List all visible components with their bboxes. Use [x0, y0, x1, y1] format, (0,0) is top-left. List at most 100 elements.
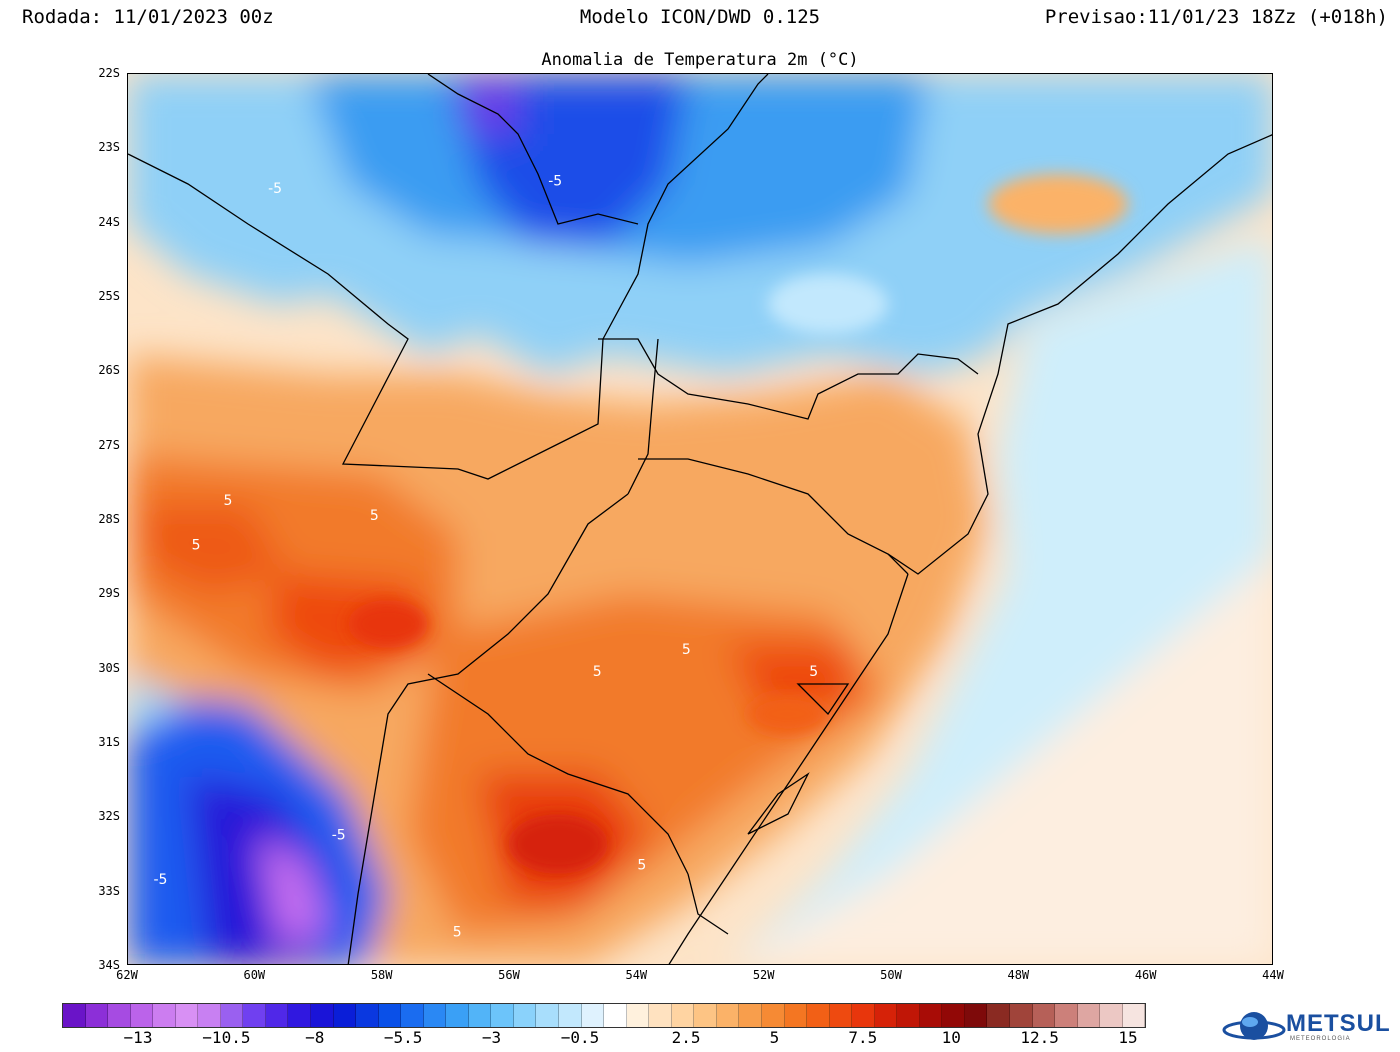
colorbar-label: −8: [305, 1028, 325, 1047]
colorbar-swatch: [153, 1004, 176, 1027]
colorbar-swatch: [243, 1004, 266, 1027]
colorbar-swatch: [491, 1004, 514, 1027]
map-canvas: -5 -5 5 5 5 5 5 5 -5 -5 5 5: [128, 74, 1272, 964]
lon-tick-label: 48W: [1007, 968, 1030, 982]
lat-tick-label: 23S: [98, 140, 120, 155]
colorbar-swatch: [1009, 1004, 1033, 1027]
colorbar-label: −0.5: [560, 1028, 600, 1047]
contour-label: 5: [192, 538, 201, 554]
colorbar-swatch: [220, 1004, 244, 1027]
lat-tick-label: 24S: [98, 214, 120, 229]
colorbar-swatch: [581, 1004, 605, 1027]
colorbar-label: 10: [941, 1028, 961, 1047]
colorbar-swatch: [671, 1004, 695, 1027]
colorbar-swatch: [108, 1004, 131, 1027]
colorbar-swatch: [378, 1004, 402, 1027]
colorbar-swatch: [423, 1004, 447, 1027]
colorbar-swatch: [987, 1004, 1010, 1027]
colorbar-swatch: [1122, 1004, 1146, 1027]
colorbar-label: 5: [769, 1028, 780, 1047]
lat-tick-label: 30S: [98, 660, 120, 675]
lon-tick-label: 60W: [243, 968, 266, 982]
colorbar-swatch: [356, 1004, 379, 1027]
colorbar-swatch: [716, 1004, 740, 1027]
contour-label: -5: [153, 872, 167, 888]
lon-tick-label: 56W: [498, 968, 520, 982]
colorbar-swatch: [604, 1004, 627, 1027]
lat-tick-label: 27S: [98, 437, 120, 452]
lat-tick-label: 33S: [98, 883, 120, 898]
colorbar-swatch: [288, 1004, 312, 1027]
colorbar-swatch: [265, 1004, 289, 1027]
colorbar-swatch: [1077, 1004, 1101, 1027]
colorbar-swatch: [63, 1004, 86, 1027]
contour-label: -5: [332, 828, 346, 844]
lat-tick-label: 34S: [98, 958, 120, 972]
lat-tick-label: 31S: [98, 735, 120, 749]
colorbar-swatch: [626, 1004, 650, 1027]
colorbar-swatch: [942, 1004, 965, 1027]
logo-name: METSUL: [1286, 1010, 1391, 1037]
colorbar-label: −13: [123, 1028, 153, 1047]
contour-label: 5: [637, 857, 646, 873]
contour-label: 5: [453, 924, 462, 940]
colorbar-swatch: [130, 1004, 154, 1027]
colorbar-label: −5.5: [383, 1028, 423, 1047]
lon-tick-label: 50W: [880, 968, 902, 982]
contour-label: 5: [682, 642, 691, 658]
colorbar-label: 2.5: [671, 1028, 701, 1047]
colorbar-swatch: [784, 1004, 808, 1027]
colorbar-swatch: [175, 1004, 199, 1027]
contour-label: 5: [370, 508, 379, 524]
colorbar-swatch: [401, 1004, 424, 1027]
lat-tick-label: 28S: [98, 512, 120, 526]
colorbar-label: 7.5: [848, 1028, 878, 1047]
colorbar-label: −3: [481, 1028, 502, 1047]
colorbar-swatch: [198, 1004, 221, 1027]
colorbar-swatch: [446, 1004, 469, 1027]
colorbar-swatch: [1055, 1004, 1078, 1027]
colorbar-label: 12.5: [1020, 1028, 1059, 1047]
lon-tick-label: 54W: [625, 968, 648, 982]
colorbar-swatch: [694, 1004, 717, 1027]
forecast-time-label: Previsao:11/01/23 18Zz (+018h): [1044, 6, 1388, 28]
colorbar-swatch: [1032, 1004, 1056, 1027]
contour-labels: -5 -5 5 5 5 5 5 5 -5 -5 5 5: [153, 174, 818, 941]
contour-label: -5: [548, 174, 562, 190]
colorbar-label: −10.5: [202, 1028, 251, 1047]
lon-tick-label: 44W: [1262, 968, 1284, 982]
metsul-logo: METSUL METEOROLOGIA: [1220, 1006, 1390, 1046]
temperature-anomaly-map[interactable]: -5 -5 5 5 5 5 5 5 -5 -5 5 5: [127, 73, 1273, 965]
lon-tick-label: 52W: [752, 968, 775, 982]
lat-tick-label: 26S: [98, 363, 120, 378]
lat-tick-label: 32S: [98, 809, 120, 824]
political-borders: [128, 74, 1272, 964]
contour-label: 5: [224, 493, 233, 509]
lat-tick-label: 29S: [98, 586, 120, 601]
colorbar-swatch: [807, 1004, 830, 1027]
colorbar-swatch: [964, 1004, 988, 1027]
logo-tagline: METEOROLOGIA: [1290, 1036, 1351, 1042]
lon-tick-label: 58W: [370, 968, 393, 982]
colorbar-swatch: [829, 1004, 853, 1027]
colorbar-swatch: [536, 1004, 560, 1027]
colorbar-swatch: [559, 1004, 582, 1027]
colorbar-swatch: [333, 1004, 357, 1027]
contour-label: -5: [268, 181, 282, 197]
colorbar-label: 15: [1118, 1028, 1138, 1047]
colorbar-swatch: [919, 1004, 943, 1027]
globe-icon: [1222, 1012, 1286, 1040]
run-time-label: Rodada: 11/01/2023 00z: [22, 6, 274, 28]
colorbar-swatch: [649, 1004, 672, 1027]
colorbar-swatch: [874, 1004, 898, 1027]
colorbar: [62, 1003, 1146, 1028]
contour-label: 5: [593, 664, 602, 680]
colorbar-swatch: [761, 1004, 785, 1027]
lat-tick-label: 25S: [98, 289, 120, 303]
colorbar-swatch: [311, 1004, 334, 1027]
colorbar-swatch: [513, 1004, 537, 1027]
contour-label: 5: [809, 664, 818, 680]
lat-tick-label: 22S: [98, 66, 120, 80]
colorbar-swatch: [468, 1004, 492, 1027]
lon-tick-label: 46W: [1134, 968, 1157, 982]
